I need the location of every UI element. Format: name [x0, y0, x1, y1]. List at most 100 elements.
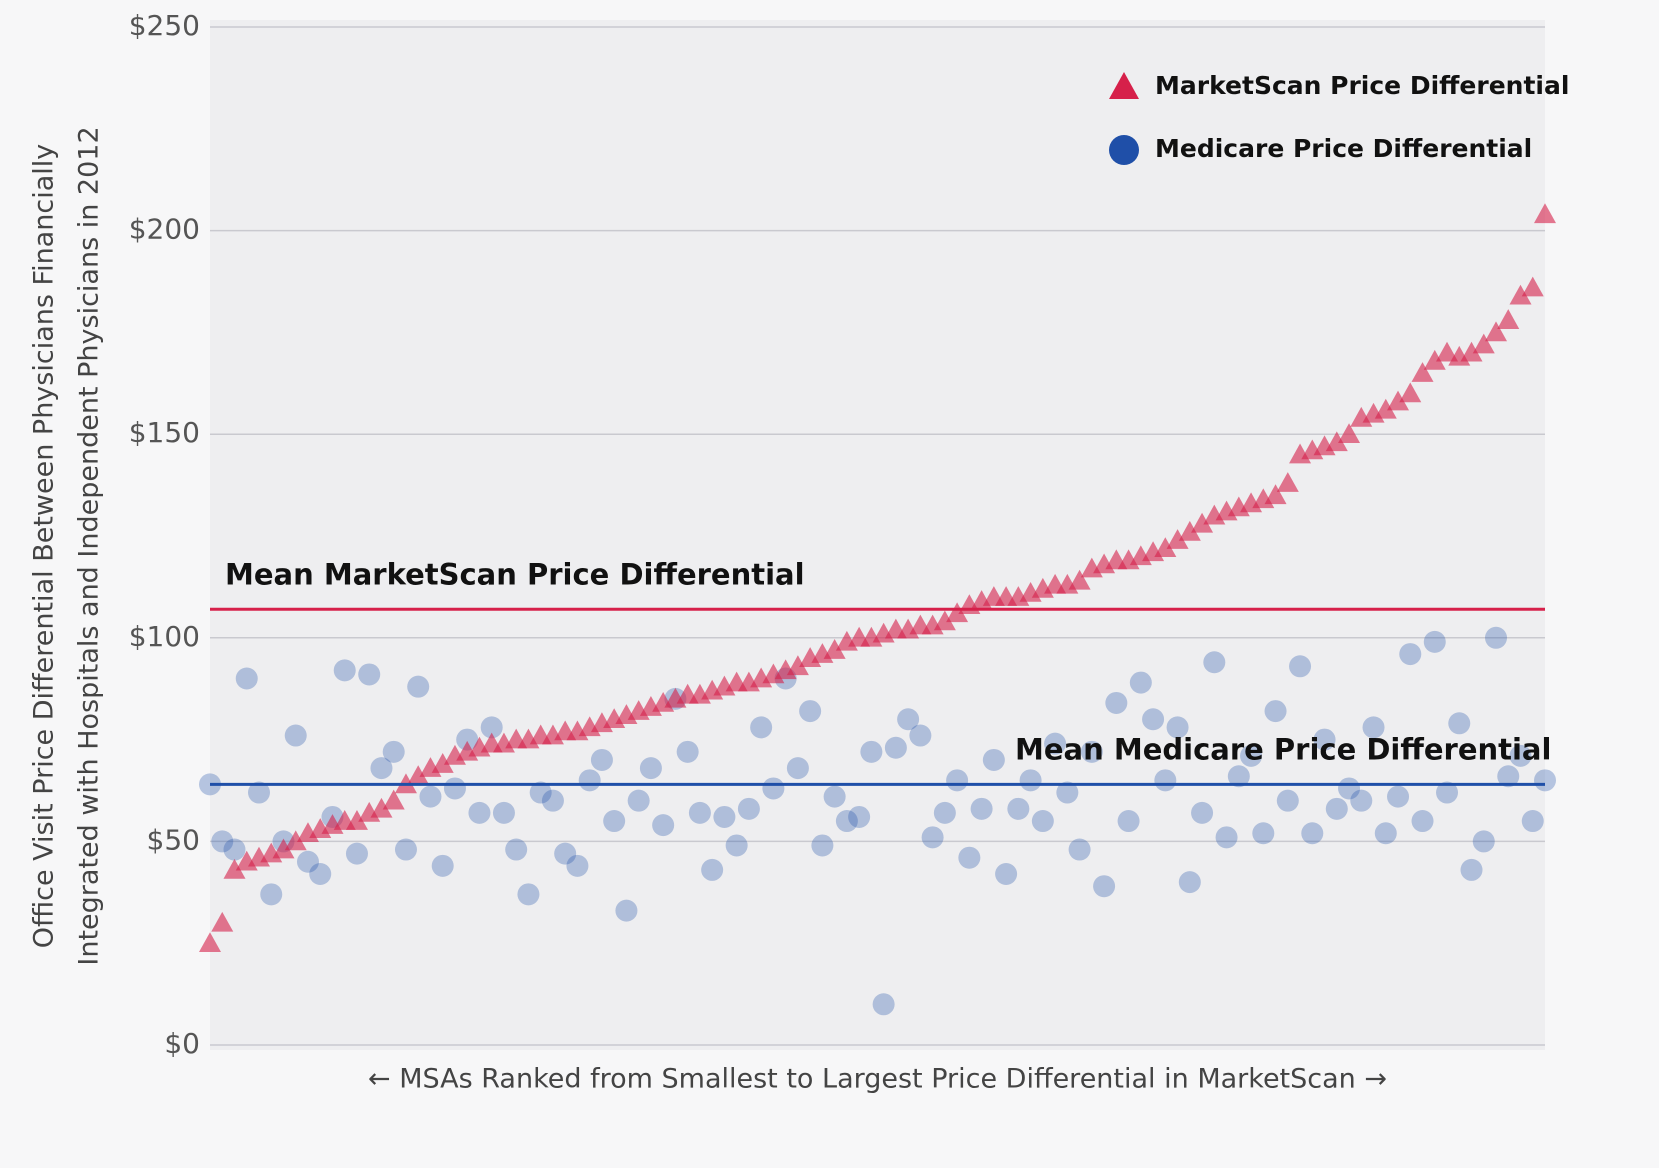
triangle-point — [933, 610, 956, 631]
circle-point — [921, 826, 944, 849]
reference-label: Mean Medicare Price Differential — [1015, 732, 1551, 766]
circle-point — [1289, 655, 1312, 678]
circle-point — [1019, 769, 1042, 792]
triangle-point — [345, 810, 368, 830]
circle-point — [235, 667, 258, 690]
circle-point — [1178, 871, 1201, 894]
triangle-point — [284, 830, 307, 851]
triangle-point — [1460, 341, 1483, 362]
circle-point — [982, 748, 1005, 771]
plot-area — [210, 20, 1545, 1050]
circle-point — [480, 716, 503, 739]
circle-point — [811, 834, 834, 857]
circle-point — [1448, 712, 1471, 735]
circle-point — [1325, 797, 1348, 820]
circle-point — [1240, 744, 1263, 767]
circle-point — [1252, 822, 1275, 845]
y-tick-label: $100 — [129, 620, 200, 653]
circle-point — [1374, 822, 1397, 845]
circle-point — [529, 781, 552, 804]
circle-point — [1105, 691, 1128, 714]
circle-point — [590, 748, 613, 771]
triangle-point — [1338, 423, 1361, 443]
legend-label: MarketScan Price Differential — [1155, 71, 1569, 100]
y-tick-label: $150 — [129, 416, 200, 449]
circle-point — [799, 700, 822, 723]
circle-point — [1497, 765, 1520, 788]
circle-point — [1534, 769, 1556, 792]
circle-point — [970, 797, 993, 820]
circle-point — [652, 814, 675, 837]
circle-point — [615, 899, 638, 922]
triangle-point — [1423, 349, 1446, 370]
triangle-point — [1276, 472, 1299, 492]
circle-point — [835, 810, 858, 833]
y-tick-label: $250 — [129, 9, 200, 42]
y-tick-label: $200 — [129, 213, 200, 246]
triangle-point — [407, 765, 430, 786]
triangle-point — [1325, 431, 1348, 452]
circle-point — [713, 805, 736, 828]
triangle-point — [1521, 276, 1544, 297]
circle-point — [309, 862, 332, 885]
reference-label: Mean MarketScan Price Differential — [225, 557, 805, 591]
circle-point — [946, 769, 969, 792]
circle-point — [860, 740, 883, 763]
circle-point — [419, 785, 442, 808]
triangle-point — [223, 858, 246, 879]
circle-point — [1472, 830, 1495, 853]
circle-point — [566, 854, 589, 877]
triangle-point — [199, 932, 221, 952]
triangle-point — [1387, 390, 1410, 411]
triangle-point — [272, 838, 295, 859]
circle-point — [1362, 716, 1385, 739]
circle-point — [1485, 626, 1508, 649]
legend-marker — [1109, 72, 1139, 99]
circle-point — [725, 834, 748, 857]
triangle-point — [1534, 203, 1556, 224]
circle-point — [627, 789, 650, 812]
circle-point — [456, 728, 479, 751]
circle-point — [554, 842, 577, 865]
circle-point — [1436, 781, 1459, 804]
circle-point — [1191, 801, 1214, 824]
circle-point — [333, 659, 356, 682]
circle-point — [1301, 822, 1324, 845]
triangle-point — [382, 789, 405, 810]
circle-point — [223, 838, 246, 861]
circle-point — [1276, 789, 1299, 812]
circle-point — [1411, 810, 1434, 833]
circle-point — [884, 736, 907, 759]
circle-point — [517, 883, 540, 906]
triangle-point — [431, 753, 454, 773]
circle-point — [737, 797, 760, 820]
circle-point — [958, 846, 981, 869]
circle-point — [762, 777, 785, 800]
circle-point — [1142, 708, 1165, 731]
circle-point — [1313, 728, 1336, 751]
circle-point — [1056, 781, 1079, 804]
circle-point — [1154, 769, 1177, 792]
circle-point — [1387, 785, 1410, 808]
circle-point — [1350, 789, 1373, 812]
triangle-point — [946, 602, 969, 623]
circle-point — [1460, 858, 1483, 881]
triangle-point — [1178, 520, 1201, 541]
triangle-point — [1497, 309, 1520, 329]
circle-point — [1264, 700, 1287, 723]
circle-point — [750, 716, 773, 739]
circle-point — [1007, 797, 1030, 820]
triangle-point — [1399, 382, 1422, 403]
circle-point — [1129, 671, 1152, 694]
triangle-point — [211, 911, 234, 932]
circle-point — [1227, 765, 1250, 788]
circle-point — [431, 854, 454, 877]
circle-point — [1166, 716, 1189, 739]
circle-point — [786, 757, 809, 780]
circle-point — [688, 801, 711, 824]
circle-point — [541, 789, 564, 812]
triangle-point — [1166, 529, 1189, 549]
y-tick-label: $0 — [164, 1027, 200, 1060]
circle-point — [1521, 810, 1544, 833]
